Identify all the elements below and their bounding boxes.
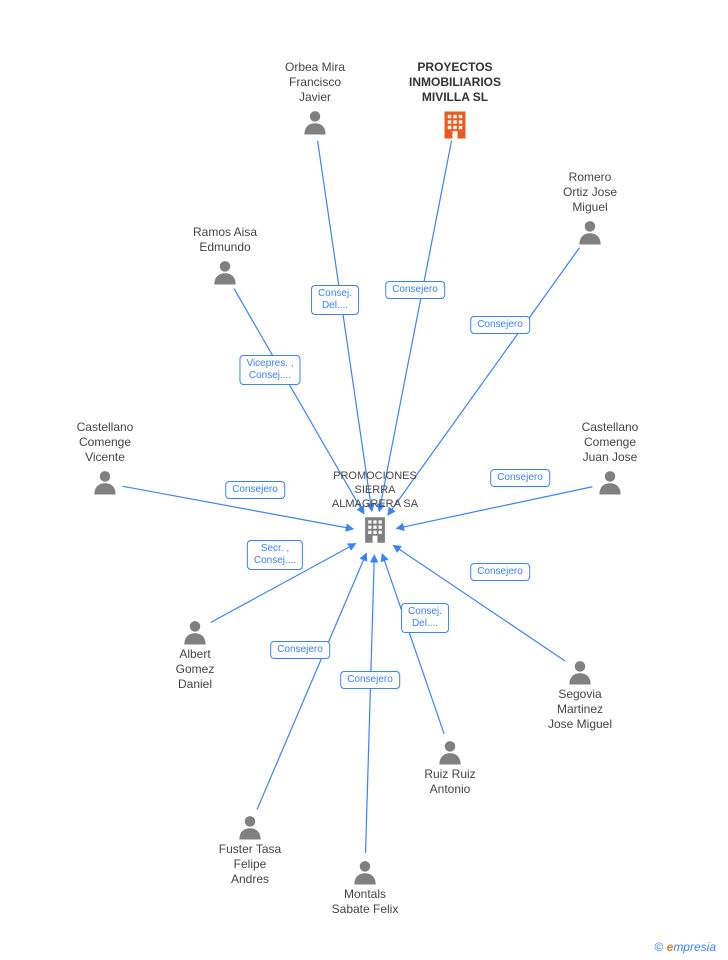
node-label: Castellano bbox=[550, 420, 670, 435]
node-ramos: Ramos AisaEdmundo bbox=[165, 225, 285, 287]
person-icon bbox=[210, 257, 240, 287]
edge-label: Consejero bbox=[270, 641, 330, 659]
node-label: Comenge bbox=[45, 435, 165, 450]
node-label: Javier bbox=[255, 90, 375, 105]
person-icon bbox=[350, 857, 380, 887]
node-label: Montals bbox=[305, 887, 425, 902]
node-castellano_j: CastellanoComengeJuan Jose bbox=[550, 420, 670, 497]
node-ruiz: Ruiz RuizAntonio bbox=[390, 735, 510, 797]
person-icon bbox=[235, 812, 265, 842]
node-label: Edmundo bbox=[165, 240, 285, 255]
node-castellano_v: CastellanoComengeVicente bbox=[45, 420, 165, 497]
node-label: Miguel bbox=[530, 200, 650, 215]
edge-label: Consejero bbox=[490, 469, 550, 487]
node-label: Orbea Mira bbox=[255, 60, 375, 75]
edge-label: Consej. Del.... bbox=[311, 285, 359, 315]
building-icon bbox=[437, 107, 473, 143]
building-icon bbox=[358, 513, 392, 547]
person-icon bbox=[180, 617, 210, 647]
edge-label: Secr. , Consej.... bbox=[247, 540, 303, 570]
node-label: SIERRA bbox=[315, 484, 435, 498]
edge-label: Consejero bbox=[385, 281, 445, 299]
edge-label: Consej. Del.... bbox=[401, 603, 449, 633]
node-orbea: Orbea MiraFranciscoJavier bbox=[255, 60, 375, 137]
edge-label: Vicepres. , Consej.... bbox=[239, 355, 300, 385]
node-romero: RomeroOrtiz JoseMiguel bbox=[530, 170, 650, 247]
node-label: MIVILLA SL bbox=[395, 90, 515, 105]
node-label: Martinez bbox=[520, 702, 640, 717]
node-label: Jose Miguel bbox=[520, 717, 640, 732]
node-label: Romero bbox=[530, 170, 650, 185]
node-label: Vicente bbox=[45, 450, 165, 465]
edge-line bbox=[366, 555, 375, 853]
person-icon bbox=[595, 467, 625, 497]
node-label: Andres bbox=[190, 872, 310, 887]
node-label: Daniel bbox=[135, 677, 255, 692]
node-label: ALMAGRERA SA bbox=[315, 498, 435, 512]
node-label: Ramos Aisa bbox=[165, 225, 285, 240]
node-label: PROYECTOS bbox=[395, 60, 515, 75]
node-label: Castellano bbox=[45, 420, 165, 435]
person-icon bbox=[435, 737, 465, 767]
node-label: PROMOCIONES bbox=[315, 470, 435, 484]
footer-credit: © empresia bbox=[654, 940, 716, 954]
person-icon bbox=[90, 467, 120, 497]
node-label: Segovia bbox=[520, 687, 640, 702]
person-icon bbox=[565, 657, 595, 687]
edge-label: Consejero bbox=[225, 481, 285, 499]
node-mivilla: PROYECTOSINMOBILIARIOSMIVILLA SL bbox=[395, 60, 515, 143]
node-label: Gomez bbox=[135, 662, 255, 677]
node-center: PROMOCIONESSIERRAALMAGRERA SA bbox=[315, 470, 435, 547]
node-label: Francisco bbox=[255, 75, 375, 90]
node-label: Ortiz Jose bbox=[530, 185, 650, 200]
node-albert: AlbertGomezDaniel bbox=[135, 615, 255, 692]
node-label: Ruiz Ruiz bbox=[390, 767, 510, 782]
edge-line bbox=[318, 141, 372, 511]
person-icon bbox=[300, 107, 330, 137]
person-icon bbox=[575, 217, 605, 247]
edge-label: Consejero bbox=[470, 316, 530, 334]
node-label: Felipe bbox=[190, 857, 310, 872]
copyright-symbol: © bbox=[654, 940, 663, 954]
node-fuster: Fuster TasaFelipeAndres bbox=[190, 810, 310, 887]
node-label: Juan Jose bbox=[550, 450, 670, 465]
edge-label: Consejero bbox=[340, 671, 400, 689]
node-label: INMOBILIARIOS bbox=[395, 75, 515, 90]
node-label: Fuster Tasa bbox=[190, 842, 310, 857]
node-montals: MontalsSabate Felix bbox=[305, 855, 425, 917]
node-label: Comenge bbox=[550, 435, 670, 450]
edge-label: Consejero bbox=[470, 563, 530, 581]
edge-line bbox=[379, 141, 451, 512]
node-label: Albert bbox=[135, 647, 255, 662]
brand-name: empresia bbox=[667, 940, 716, 954]
node-label: Sabate Felix bbox=[305, 902, 425, 917]
edge-line bbox=[382, 554, 444, 734]
node-label: Antonio bbox=[390, 782, 510, 797]
node-segovia: SegoviaMartinezJose Miguel bbox=[520, 655, 640, 732]
